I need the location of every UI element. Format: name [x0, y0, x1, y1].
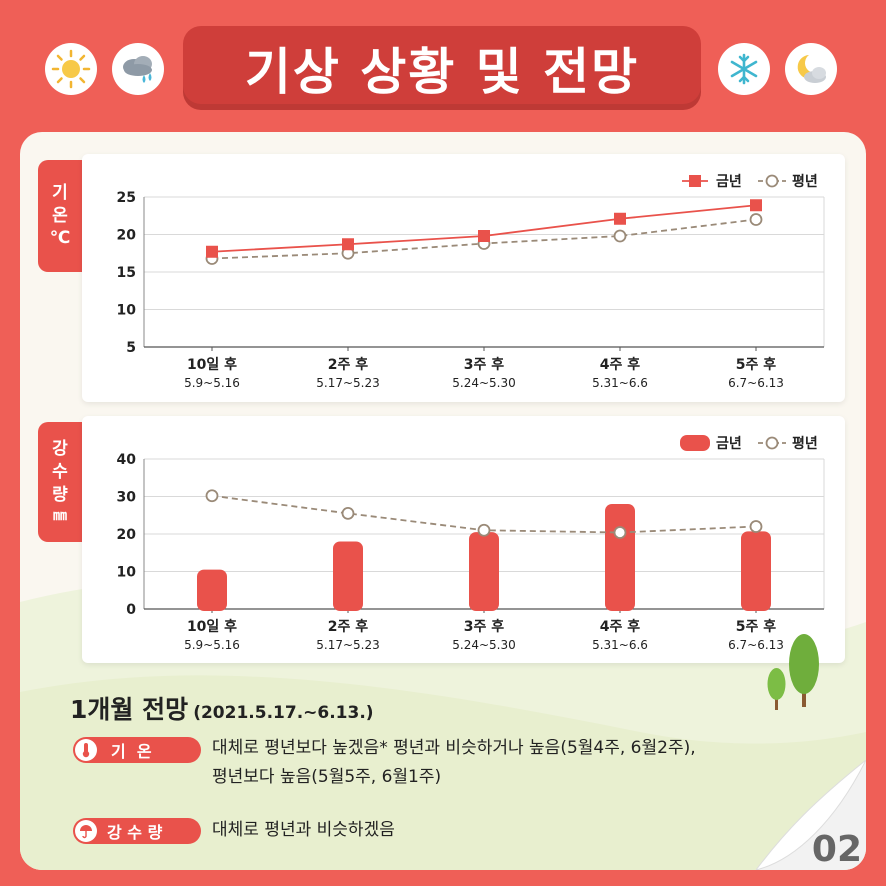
- rain-description: 대체로 평년과 비슷하겠음: [212, 820, 395, 840]
- rain-legend-label-normal: 평년: [792, 435, 818, 452]
- rain-category-date: 5.17~5.23: [316, 638, 380, 652]
- temperature-tab: 기 온 ℃: [38, 160, 82, 272]
- rain-bar-current: [469, 532, 499, 611]
- rain-ytick-label: 0: [126, 602, 136, 618]
- header: 기상 상황 및 전망: [0, 0, 886, 130]
- tree-illustration: [767, 634, 819, 710]
- rain-cloud-icon: [112, 43, 164, 95]
- page-number: 02: [811, 829, 862, 870]
- temp-ytick-label: 15: [117, 265, 136, 281]
- rain-category-label: 10일 후: [187, 619, 237, 635]
- temp-description-2: 평년보다 높음(5월5주, 6월1주): [212, 767, 442, 787]
- page-title: 기상 상황 및 전망: [244, 43, 640, 101]
- temp-category-date: 5.17~5.23: [316, 376, 380, 390]
- title-banner: 기상 상황 및 전망: [183, 26, 701, 110]
- rain-point-normal: [749, 520, 763, 533]
- rain-unit: ㎜: [53, 507, 67, 524]
- temp-description-1: 대체로 평년보다 높겠음* 평년과 비슷하거나 높음(5월4주, 6월2주),: [212, 738, 696, 758]
- temp-point-current: [206, 245, 218, 258]
- temp-label: 기 온: [111, 742, 152, 761]
- rain-legend-marker-current: [680, 435, 710, 451]
- temperature-unit: ℃: [49, 228, 71, 249]
- rain-tab-line3: 량: [52, 485, 68, 506]
- rain-tab: 강 수 량 ㎜: [38, 422, 82, 542]
- rain-bar-current: [605, 504, 635, 611]
- temp-point-current: [614, 212, 626, 225]
- page-curl: [756, 760, 866, 870]
- temp-legend-marker-current: [689, 175, 701, 187]
- temp-point-current: [342, 238, 354, 251]
- rain-category-label: 3주 후: [464, 619, 504, 635]
- temp-category-date: 6.7~6.13: [728, 376, 784, 390]
- temperature-tab-line2: 온: [52, 205, 68, 226]
- rain-point-normal: [205, 489, 219, 503]
- rain-category-date: 5.9~5.16: [184, 638, 240, 652]
- rain-label-pill: 강 수 량: [73, 818, 201, 844]
- rain-bar-current: [741, 531, 771, 611]
- temp-point-current: [478, 230, 490, 242]
- umbrella-icon: [75, 820, 97, 842]
- thermometer-icon: [75, 739, 97, 761]
- rain-point-normal: [341, 506, 355, 520]
- temp-category-date: 5.24~5.30: [452, 376, 516, 390]
- rain-category-date: 6.7~6.13: [728, 638, 784, 652]
- temp-category-label: 5주 후: [736, 357, 776, 373]
- rain-label: 강 수 량: [107, 823, 163, 842]
- sun-icon: [45, 43, 97, 95]
- temp-category-label: 2주 후: [328, 357, 368, 373]
- rain-bar-current: [333, 541, 363, 611]
- rain-category-date: 5.24~5.30: [452, 638, 516, 652]
- rain-legend-marker-normal: [765, 436, 779, 450]
- outlook-title: 1개월 전망 (2021.5.17.~6.13.): [70, 690, 374, 726]
- temp-category-label: 3주 후: [464, 357, 504, 373]
- rain-chart-panel: 0 10 20 30 40 10일 후 5.9~5.16 2주 후 5.17~5.23 3주 후 5…: [82, 416, 845, 663]
- rain-tab-line1: 강: [52, 439, 68, 460]
- temperature-tab-line1: 기: [52, 182, 68, 203]
- outlook-period: (2021.5.17.~6.13.): [193, 703, 374, 723]
- rain-legend-label-current: 금년: [716, 436, 742, 452]
- rain-category-label: 2주 후: [328, 619, 368, 635]
- rain-category-label: 4주 후: [600, 619, 640, 635]
- rain-tab-line2: 수: [52, 462, 68, 483]
- temperature-chart-panel: 5 10 15 20 25 10일 후 5.9~5.16 2주 후 5.17~5.23 3주 후 5…: [82, 154, 845, 402]
- temp-category-date: 5.31~6.6: [592, 376, 648, 390]
- temp-point-normal: [613, 229, 627, 243]
- temp-point-normal: [749, 213, 763, 226]
- temp-ytick-label: 25: [117, 190, 136, 206]
- temp-ytick-label: 5: [126, 340, 136, 356]
- rain-ytick-label: 30: [117, 490, 137, 506]
- temp-category-label: 10일 후: [187, 357, 237, 373]
- rain-bar-current: [197, 569, 227, 611]
- temp-legend-marker-normal: [765, 174, 779, 188]
- temp-point-current: [750, 199, 762, 212]
- rain-category-date: 5.31~6.6: [592, 638, 648, 652]
- rain-ytick-label: 20: [117, 527, 137, 543]
- moon-cloud-icon: [785, 43, 837, 95]
- rain-chart: 0 10 20 30 40 10일 후 5.9~5.16 2주 후 5.17~5.23 3주 후 5…: [117, 435, 825, 652]
- temp-category-label: 4주 후: [600, 357, 640, 373]
- content-card: 기 온 ℃ 5 10 15 20 25 10일 후 5.9~5.16 2주 후 5.17~5.2…: [20, 132, 866, 870]
- temp-ytick-label: 20: [117, 228, 137, 244]
- rain-category-label: 5주 후: [736, 619, 776, 635]
- temperature-chart: 5 10 15 20 25 10일 후 5.9~5.16 2주 후 5.17~5.23 3주 후 5…: [117, 173, 825, 390]
- rain-point-normal: [477, 523, 491, 537]
- rain-ytick-label: 10: [117, 565, 137, 581]
- temp-label-pill: 기 온: [73, 737, 201, 763]
- outlook-heading: 1개월 전망: [70, 695, 189, 724]
- temp-category-date: 5.9~5.16: [184, 376, 240, 390]
- temp-ytick-label: 10: [117, 303, 137, 319]
- temp-legend-label-current: 금년: [716, 174, 742, 190]
- rain-point-normal: [613, 526, 627, 539]
- snowflake-icon: [718, 43, 770, 95]
- temp-legend-label-normal: 평년: [792, 173, 818, 190]
- rain-ytick-label: 40: [117, 452, 137, 468]
